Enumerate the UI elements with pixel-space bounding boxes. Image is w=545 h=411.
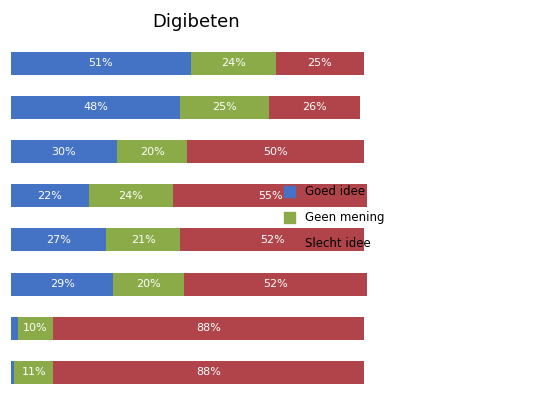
Bar: [117, 140, 187, 163]
Bar: [88, 184, 173, 207]
Bar: [113, 272, 184, 296]
Text: 22%: 22%: [37, 191, 62, 201]
Title: Digibeten: Digibeten: [153, 13, 240, 31]
Bar: [11, 272, 113, 296]
Bar: [11, 52, 191, 75]
Text: 30%: 30%: [52, 147, 76, 157]
Text: 26%: 26%: [302, 102, 327, 112]
Text: 25%: 25%: [307, 58, 332, 68]
Bar: [11, 361, 14, 384]
Text: 11%: 11%: [22, 367, 46, 377]
Bar: [276, 52, 364, 75]
Bar: [11, 317, 18, 340]
Bar: [269, 96, 360, 119]
Text: 24%: 24%: [118, 191, 143, 201]
Bar: [191, 52, 276, 75]
Bar: [18, 317, 53, 340]
Text: 50%: 50%: [263, 147, 288, 157]
Bar: [53, 361, 364, 384]
Text: 24%: 24%: [221, 58, 246, 68]
Text: 88%: 88%: [196, 367, 221, 377]
Bar: [106, 229, 180, 252]
Text: 21%: 21%: [131, 235, 156, 245]
Text: 20%: 20%: [140, 147, 165, 157]
Bar: [184, 272, 367, 296]
Text: 27%: 27%: [46, 235, 71, 245]
Bar: [180, 96, 269, 119]
Text: 52%: 52%: [260, 235, 284, 245]
Bar: [173, 184, 367, 207]
Text: 52%: 52%: [263, 279, 288, 289]
Text: 29%: 29%: [50, 279, 75, 289]
Bar: [11, 229, 106, 252]
Bar: [11, 96, 180, 119]
Text: 48%: 48%: [83, 102, 108, 112]
Bar: [187, 140, 364, 163]
Legend: Goed idee, Geen mening, Slecht idee: Goed idee, Geen mening, Slecht idee: [283, 185, 384, 250]
Text: 55%: 55%: [258, 191, 283, 201]
Text: 10%: 10%: [23, 323, 48, 333]
Bar: [53, 317, 364, 340]
Bar: [180, 229, 364, 252]
Text: 25%: 25%: [212, 102, 237, 112]
Bar: [11, 184, 88, 207]
Text: 20%: 20%: [136, 279, 161, 289]
Bar: [11, 140, 117, 163]
Bar: [14, 361, 53, 384]
Text: 51%: 51%: [89, 58, 113, 68]
Text: 88%: 88%: [196, 323, 221, 333]
